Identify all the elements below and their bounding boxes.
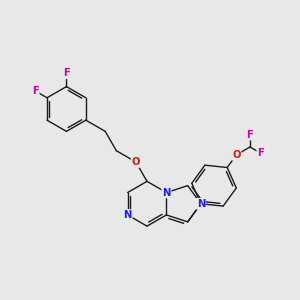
Text: N: N	[123, 210, 132, 220]
Text: O: O	[132, 157, 140, 167]
Text: F: F	[247, 130, 254, 140]
Text: N: N	[197, 199, 205, 209]
Text: O: O	[232, 150, 241, 160]
Text: F: F	[63, 68, 70, 78]
Text: N: N	[162, 188, 171, 198]
Text: F: F	[32, 86, 39, 96]
Text: F: F	[257, 148, 264, 158]
